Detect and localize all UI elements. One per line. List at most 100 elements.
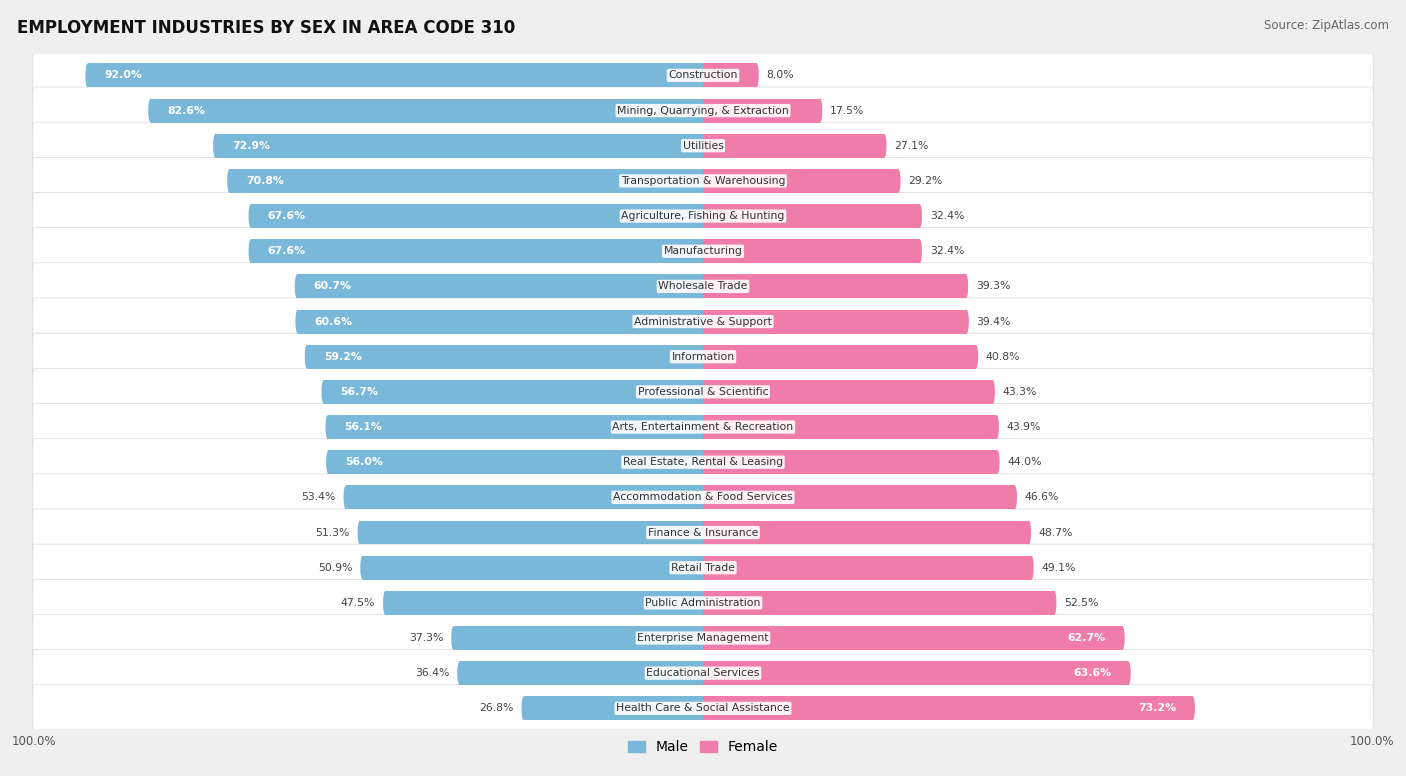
Text: Information: Information bbox=[672, 352, 734, 362]
Text: 56.1%: 56.1% bbox=[344, 422, 382, 432]
FancyBboxPatch shape bbox=[32, 580, 1374, 626]
Ellipse shape bbox=[357, 521, 363, 545]
Text: Utilities: Utilities bbox=[682, 140, 724, 151]
Bar bbox=[215, 133, 218, 158]
Bar bbox=[250, 204, 253, 228]
Text: Manufacturing: Manufacturing bbox=[664, 246, 742, 256]
Bar bbox=[703, 133, 884, 158]
Text: 60.7%: 60.7% bbox=[314, 282, 352, 292]
Text: 56.7%: 56.7% bbox=[340, 387, 378, 397]
Bar bbox=[703, 239, 706, 263]
Text: EMPLOYMENT INDUSTRIES BY SEX IN AREA CODE 310: EMPLOYMENT INDUSTRIES BY SEX IN AREA COD… bbox=[17, 19, 515, 37]
Bar bbox=[703, 204, 920, 228]
Bar bbox=[363, 556, 364, 580]
FancyBboxPatch shape bbox=[32, 52, 1374, 99]
FancyBboxPatch shape bbox=[32, 333, 1374, 380]
Bar bbox=[703, 64, 706, 88]
Bar bbox=[703, 169, 706, 193]
Text: 50.9%: 50.9% bbox=[318, 563, 353, 573]
Bar bbox=[307, 345, 309, 369]
Bar bbox=[703, 169, 898, 193]
Bar bbox=[703, 380, 993, 404]
Bar bbox=[703, 204, 706, 228]
Bar bbox=[703, 591, 706, 615]
Ellipse shape bbox=[305, 345, 309, 369]
Ellipse shape bbox=[214, 133, 218, 158]
Ellipse shape bbox=[896, 169, 901, 193]
Bar bbox=[454, 626, 456, 650]
Bar bbox=[328, 415, 703, 439]
Text: 67.6%: 67.6% bbox=[267, 246, 305, 256]
Text: 29.2%: 29.2% bbox=[908, 176, 942, 186]
Bar bbox=[703, 64, 756, 88]
Ellipse shape bbox=[295, 310, 299, 334]
Bar bbox=[329, 450, 330, 474]
Text: 44.0%: 44.0% bbox=[1007, 457, 1042, 467]
FancyBboxPatch shape bbox=[32, 263, 1374, 310]
Ellipse shape bbox=[1012, 486, 1017, 509]
Ellipse shape bbox=[322, 380, 326, 404]
FancyBboxPatch shape bbox=[32, 474, 1374, 521]
Text: Finance & Insurance: Finance & Insurance bbox=[648, 528, 758, 538]
Text: 32.4%: 32.4% bbox=[929, 211, 965, 221]
Text: 39.4%: 39.4% bbox=[977, 317, 1011, 327]
Ellipse shape bbox=[325, 415, 330, 439]
Ellipse shape bbox=[86, 64, 90, 88]
Ellipse shape bbox=[1126, 661, 1130, 685]
Text: Retail Trade: Retail Trade bbox=[671, 563, 735, 573]
FancyBboxPatch shape bbox=[32, 369, 1374, 415]
Text: 8.0%: 8.0% bbox=[766, 71, 794, 81]
Text: 32.4%: 32.4% bbox=[929, 246, 965, 256]
Ellipse shape bbox=[918, 239, 922, 263]
Ellipse shape bbox=[382, 591, 388, 615]
Text: 51.3%: 51.3% bbox=[315, 528, 350, 538]
Text: Construction: Construction bbox=[668, 71, 738, 81]
Text: 46.6%: 46.6% bbox=[1025, 492, 1059, 502]
FancyBboxPatch shape bbox=[32, 87, 1374, 134]
Bar bbox=[703, 486, 1015, 509]
Ellipse shape bbox=[1191, 696, 1195, 720]
Text: 40.8%: 40.8% bbox=[986, 352, 1021, 362]
Text: 37.3%: 37.3% bbox=[409, 633, 443, 643]
Ellipse shape bbox=[343, 486, 349, 509]
Text: Source: ZipAtlas.com: Source: ZipAtlas.com bbox=[1264, 19, 1389, 33]
Ellipse shape bbox=[451, 626, 456, 650]
Text: 36.4%: 36.4% bbox=[415, 668, 450, 678]
Bar bbox=[250, 239, 703, 263]
Bar bbox=[703, 450, 997, 474]
Ellipse shape bbox=[360, 556, 364, 580]
Bar bbox=[703, 275, 966, 298]
Bar bbox=[524, 696, 703, 720]
Bar bbox=[150, 99, 703, 123]
FancyBboxPatch shape bbox=[32, 298, 1374, 345]
Bar bbox=[703, 486, 706, 509]
Text: Accommodation & Food Services: Accommodation & Food Services bbox=[613, 492, 793, 502]
Text: 60.6%: 60.6% bbox=[315, 317, 353, 327]
Text: 53.4%: 53.4% bbox=[301, 492, 336, 502]
Ellipse shape bbox=[1052, 591, 1056, 615]
Text: 52.5%: 52.5% bbox=[1064, 598, 1098, 608]
Bar bbox=[703, 99, 706, 123]
Text: Arts, Entertainment & Recreation: Arts, Entertainment & Recreation bbox=[613, 422, 793, 432]
Bar bbox=[385, 591, 703, 615]
Bar bbox=[703, 521, 706, 545]
Bar bbox=[298, 310, 299, 334]
FancyBboxPatch shape bbox=[32, 192, 1374, 240]
Ellipse shape bbox=[994, 415, 998, 439]
Text: 62.7%: 62.7% bbox=[1067, 633, 1105, 643]
Bar bbox=[250, 239, 253, 263]
FancyBboxPatch shape bbox=[32, 438, 1374, 486]
Bar bbox=[229, 169, 703, 193]
Ellipse shape bbox=[295, 275, 299, 298]
Ellipse shape bbox=[990, 380, 995, 404]
Ellipse shape bbox=[228, 169, 232, 193]
Text: Educational Services: Educational Services bbox=[647, 668, 759, 678]
Bar bbox=[703, 626, 706, 650]
Ellipse shape bbox=[882, 133, 887, 158]
Bar bbox=[385, 591, 388, 615]
Text: 17.5%: 17.5% bbox=[830, 106, 865, 116]
Text: 39.3%: 39.3% bbox=[976, 282, 1011, 292]
Text: Real Estate, Rental & Leasing: Real Estate, Rental & Leasing bbox=[623, 457, 783, 467]
Ellipse shape bbox=[754, 64, 759, 88]
Ellipse shape bbox=[249, 239, 253, 263]
